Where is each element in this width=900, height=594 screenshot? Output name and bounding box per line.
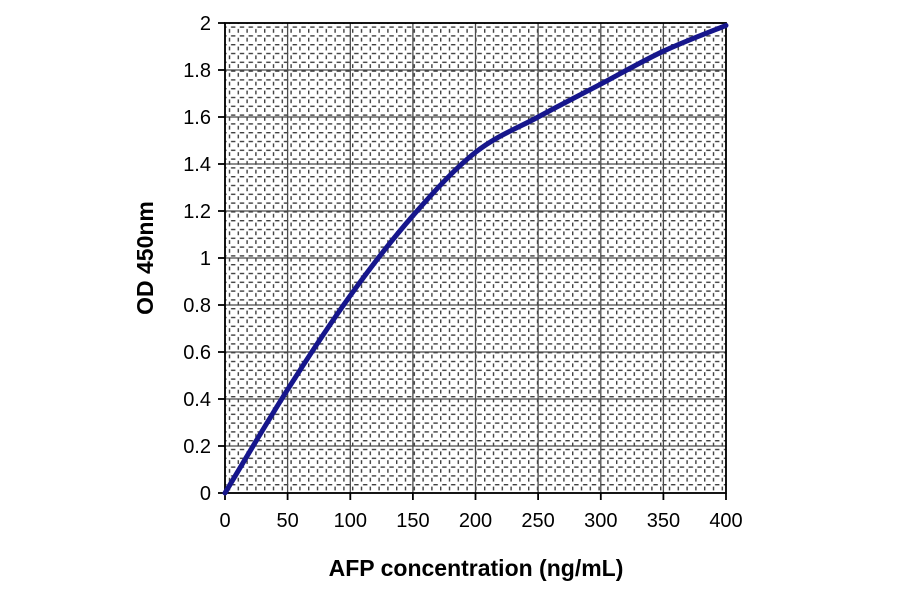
y-tick-label: 1.2	[183, 201, 211, 223]
y-tick-label: 0.8	[183, 295, 211, 317]
y-tick-label: 0	[200, 483, 211, 505]
x-tick-label: 350	[647, 510, 680, 532]
x-tick-label: 200	[459, 510, 492, 532]
x-tick-label: 50	[276, 510, 298, 532]
x-tick-label: 400	[709, 510, 742, 532]
y-tick-label: 0.6	[183, 342, 211, 364]
x-tick-labels: 0 50 100 150 200 250 300 350 400	[219, 510, 742, 532]
standard-curve-line	[222, 22, 729, 496]
x-tick-label: 250	[521, 510, 554, 532]
x-tick-label: 100	[334, 510, 367, 532]
y-tick-label: 1.4	[183, 154, 211, 176]
y-axis-title: OD 450nm	[132, 201, 158, 315]
x-axis-title: AFP concentration (ng/mL)	[329, 555, 624, 581]
x-tick-label: 300	[584, 510, 617, 532]
x-tick-label: 150	[396, 510, 429, 532]
y-tick-labels: 0 0.2 0.4 0.6 0.8 1 1.2 1.4 1.6 1.8 2	[183, 13, 211, 505]
x-tick-label: 0	[219, 510, 230, 532]
y-tick-label: 1.6	[183, 107, 211, 129]
y-tick-label: 0.4	[183, 389, 211, 411]
y-tick-label: 0.2	[183, 436, 211, 458]
y-tick-label: 2	[200, 13, 211, 35]
y-tick-label: 1.8	[183, 60, 211, 82]
y-tick-label: 1	[200, 248, 211, 270]
